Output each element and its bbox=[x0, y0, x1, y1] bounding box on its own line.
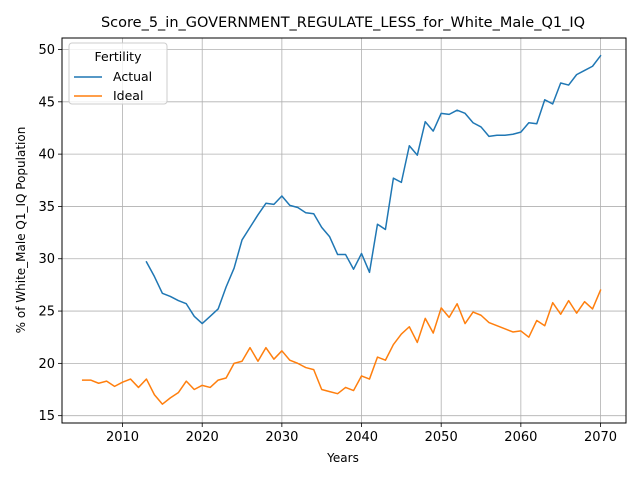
legend-label-actual: Actual bbox=[113, 69, 152, 84]
y-tick-label: 50 bbox=[38, 43, 55, 58]
plot-frame bbox=[61, 37, 627, 424]
y-axis-label: % of White_Male Q1_IQ Population bbox=[14, 127, 28, 334]
grid bbox=[62, 38, 626, 423]
chart-title: Score_5_in_GOVERNMENT_REGULATE_LESS_for_… bbox=[101, 15, 585, 31]
legend-box bbox=[68, 42, 168, 105]
x-axis-label: Years bbox=[326, 451, 359, 465]
series-layer bbox=[81, 54, 602, 405]
x-tick-label: 2050 bbox=[425, 430, 458, 445]
x-tick-label: 2020 bbox=[186, 430, 219, 445]
legend-title: Fertility bbox=[95, 49, 143, 64]
x-tick-label: 2060 bbox=[504, 430, 537, 445]
y-tick-label: 40 bbox=[38, 148, 55, 163]
y-tick-label: 45 bbox=[38, 95, 55, 110]
x-tick-label: 2070 bbox=[584, 430, 617, 445]
y-tick-label: 35 bbox=[38, 200, 55, 215]
legend-label-ideal: Ideal bbox=[113, 88, 143, 103]
y-tick-label: 20 bbox=[38, 357, 55, 372]
legend: Fertility Actual Ideal bbox=[68, 42, 168, 105]
x-tick-label: 2010 bbox=[106, 430, 139, 445]
y-tick-label: 15 bbox=[38, 409, 55, 424]
y-tick-label: 30 bbox=[38, 252, 55, 267]
y-tick-label: 25 bbox=[38, 305, 55, 320]
x-tick-label: 2030 bbox=[265, 430, 298, 445]
series-line-actual bbox=[145, 54, 602, 325]
x-tick-label: 2040 bbox=[345, 430, 378, 445]
ticks: 2010 2020 2030 2040 2050 2060 2070 15 20 25 30 35 40… bbox=[38, 43, 617, 445]
series-line-ideal bbox=[81, 289, 602, 405]
